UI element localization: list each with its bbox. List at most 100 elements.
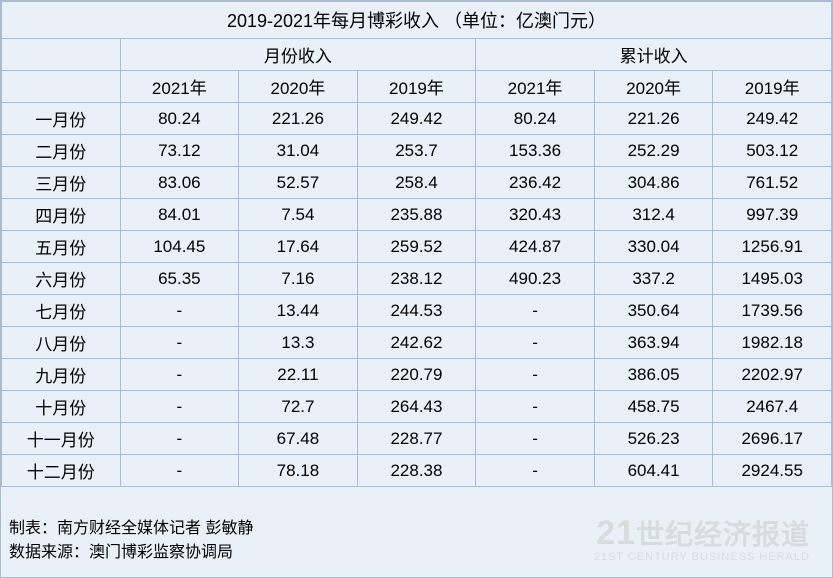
year-col-5: 2019年: [713, 71, 832, 103]
value-cell: 84.01: [120, 199, 239, 231]
value-cell: 242.62: [357, 327, 476, 359]
value-cell: 7.54: [239, 199, 358, 231]
table-row: 五月份104.4517.64259.52424.87330.041256.91: [2, 231, 832, 263]
value-cell: 997.39: [713, 199, 832, 231]
value-cell: 235.88: [357, 199, 476, 231]
value-cell: 258.4: [357, 167, 476, 199]
table-row: 七月份-13.44244.53-350.641739.56: [2, 295, 832, 327]
value-cell: 31.04: [239, 135, 358, 167]
value-cell: 236.42: [476, 167, 595, 199]
value-cell: 249.42: [357, 103, 476, 135]
value-cell: 7.16: [239, 263, 358, 295]
table-row: 二月份73.1231.04253.7153.36252.29503.12: [2, 135, 832, 167]
value-cell: 2696.17: [713, 423, 832, 455]
value-cell: -: [476, 391, 595, 423]
value-cell: -: [120, 295, 239, 327]
value-cell: 249.42: [713, 103, 832, 135]
month-cell: 二月份: [2, 135, 121, 167]
value-cell: 386.05: [594, 359, 713, 391]
value-cell: 52.57: [239, 167, 358, 199]
value-cell: 503.12: [713, 135, 832, 167]
value-cell: 761.52: [713, 167, 832, 199]
value-cell: 238.12: [357, 263, 476, 295]
value-cell: 2202.97: [713, 359, 832, 391]
month-cell: 十二月份: [2, 455, 121, 487]
group-monthly: 月份收入: [120, 39, 476, 71]
year-col-4: 2020年: [594, 71, 713, 103]
gaming-revenue-table-wrap: 2019-2021年每月博彩收入 （单位：亿澳门元） 月份收入 累计收入 202…: [0, 0, 833, 578]
month-cell: 五月份: [2, 231, 121, 263]
table-row: 十一月份-67.48228.77-526.232696.17: [2, 423, 832, 455]
value-cell: 13.3: [239, 327, 358, 359]
footer-area: 制表：南方财经全媒体记者 彭敏静 数据来源：澳门博彩监察协调局 21世纪经济报道…: [1, 487, 832, 577]
value-cell: 221.26: [239, 103, 358, 135]
month-cell: 四月份: [2, 199, 121, 231]
value-cell: 80.24: [476, 103, 595, 135]
value-cell: 104.45: [120, 231, 239, 263]
value-cell: -: [120, 455, 239, 487]
year-col-2: 2019年: [357, 71, 476, 103]
table-row: 八月份-13.3242.62-363.941982.18: [2, 327, 832, 359]
value-cell: 72.7: [239, 391, 358, 423]
value-cell: 320.43: [476, 199, 595, 231]
value-cell: 490.23: [476, 263, 595, 295]
value-cell: 2924.55: [713, 455, 832, 487]
table-row: 四月份84.017.54235.88320.43312.4997.39: [2, 199, 832, 231]
value-cell: 252.29: [594, 135, 713, 167]
group-header-row: 月份收入 累计收入: [2, 39, 832, 71]
month-cell: 七月份: [2, 295, 121, 327]
value-cell: 221.26: [594, 103, 713, 135]
month-cell: 八月份: [2, 327, 121, 359]
value-cell: 526.23: [594, 423, 713, 455]
year-col-3: 2021年: [476, 71, 595, 103]
value-cell: -: [476, 295, 595, 327]
value-cell: 13.44: [239, 295, 358, 327]
value-cell: -: [120, 359, 239, 391]
value-cell: 1256.91: [713, 231, 832, 263]
value-cell: 78.18: [239, 455, 358, 487]
table-row: 十二月份-78.18228.38-604.412924.55: [2, 455, 832, 487]
value-cell: 363.94: [594, 327, 713, 359]
value-cell: 330.04: [594, 231, 713, 263]
value-cell: 73.12: [120, 135, 239, 167]
value-cell: 22.11: [239, 359, 358, 391]
value-cell: 350.64: [594, 295, 713, 327]
value-cell: -: [476, 423, 595, 455]
month-cell: 六月份: [2, 263, 121, 295]
table-row: 六月份65.357.16238.12490.23337.21495.03: [2, 263, 832, 295]
group-cumulative: 累计收入: [476, 39, 832, 71]
value-cell: 65.35: [120, 263, 239, 295]
table-row: 九月份-22.11220.79-386.052202.97: [2, 359, 832, 391]
value-cell: 83.06: [120, 167, 239, 199]
value-cell: 1495.03: [713, 263, 832, 295]
value-cell: 228.77: [357, 423, 476, 455]
title-row: 2019-2021年每月博彩收入 （单位：亿澳门元）: [2, 2, 832, 39]
value-cell: 424.87: [476, 231, 595, 263]
value-cell: 1982.18: [713, 327, 832, 359]
value-cell: 604.41: [594, 455, 713, 487]
blank-corner: [2, 39, 121, 71]
table-row: 三月份83.0652.57258.4236.42304.86761.52: [2, 167, 832, 199]
value-cell: 17.64: [239, 231, 358, 263]
value-cell: 244.53: [357, 295, 476, 327]
value-cell: -: [476, 327, 595, 359]
value-cell: -: [120, 327, 239, 359]
value-cell: 2467.4: [713, 391, 832, 423]
year-col-1: 2020年: [239, 71, 358, 103]
month-cell: 九月份: [2, 359, 121, 391]
footer-source: 数据来源：澳门博彩监察协调局: [9, 541, 824, 565]
table-row: 一月份80.24221.26249.4280.24221.26249.42: [2, 103, 832, 135]
footer-author: 制表：南方财经全媒体记者 彭敏静: [9, 517, 824, 541]
value-cell: -: [120, 423, 239, 455]
gaming-revenue-table: 2019-2021年每月博彩收入 （单位：亿澳门元） 月份收入 累计收入 202…: [1, 1, 832, 487]
value-cell: -: [120, 391, 239, 423]
value-cell: 458.75: [594, 391, 713, 423]
year-header-row: 2021年 2020年 2019年 2021年 2020年 2019年: [2, 71, 832, 103]
value-cell: 312.4: [594, 199, 713, 231]
value-cell: 337.2: [594, 263, 713, 295]
table-title: 2019-2021年每月博彩收入 （单位：亿澳门元）: [2, 2, 832, 39]
value-cell: 80.24: [120, 103, 239, 135]
value-cell: 253.7: [357, 135, 476, 167]
value-cell: 67.48: [239, 423, 358, 455]
month-cell: 三月份: [2, 167, 121, 199]
